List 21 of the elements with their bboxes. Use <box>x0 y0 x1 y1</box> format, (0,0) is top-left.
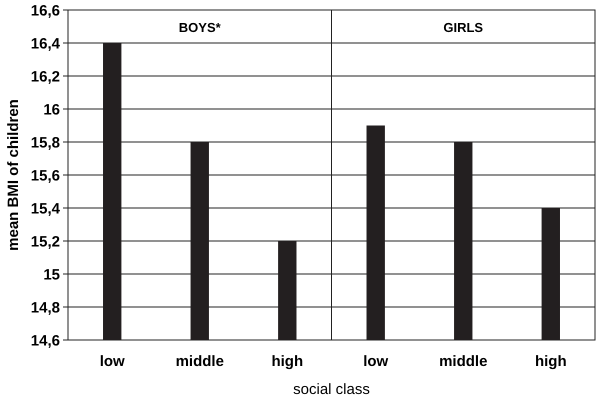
x-tick-label: high <box>534 353 567 370</box>
text: BOYS* <box>178 20 222 35</box>
x-tick-label: high <box>271 353 304 370</box>
y-tick-label: 15,8 <box>30 134 60 152</box>
x-tick-label: low <box>363 353 389 370</box>
y-tick-label: 16,2 <box>30 68 60 86</box>
y-axis-title: mean BMI of children <box>5 99 22 251</box>
y-tick-label: 15,6 <box>30 167 60 184</box>
y-tick-label: 14,6 <box>30 332 60 350</box>
y-tick-label: 15 <box>43 266 60 284</box>
text: GIRLS <box>443 20 484 35</box>
y-tick-label: 16 <box>43 101 60 118</box>
y-tick-label: 15,4 <box>30 200 61 218</box>
y-tick-label: 16,4 <box>30 35 61 52</box>
x-tick-label: middle <box>176 353 224 370</box>
x-tick-label: low <box>100 353 126 370</box>
x-axis-title: social class <box>293 381 370 398</box>
y-tick-label: 15,2 <box>30 233 60 250</box>
y-tick-label: 14,8 <box>30 299 60 316</box>
x-tick-label: middle <box>439 353 488 370</box>
y-tick-label: 16,6 <box>30 2 60 20</box>
